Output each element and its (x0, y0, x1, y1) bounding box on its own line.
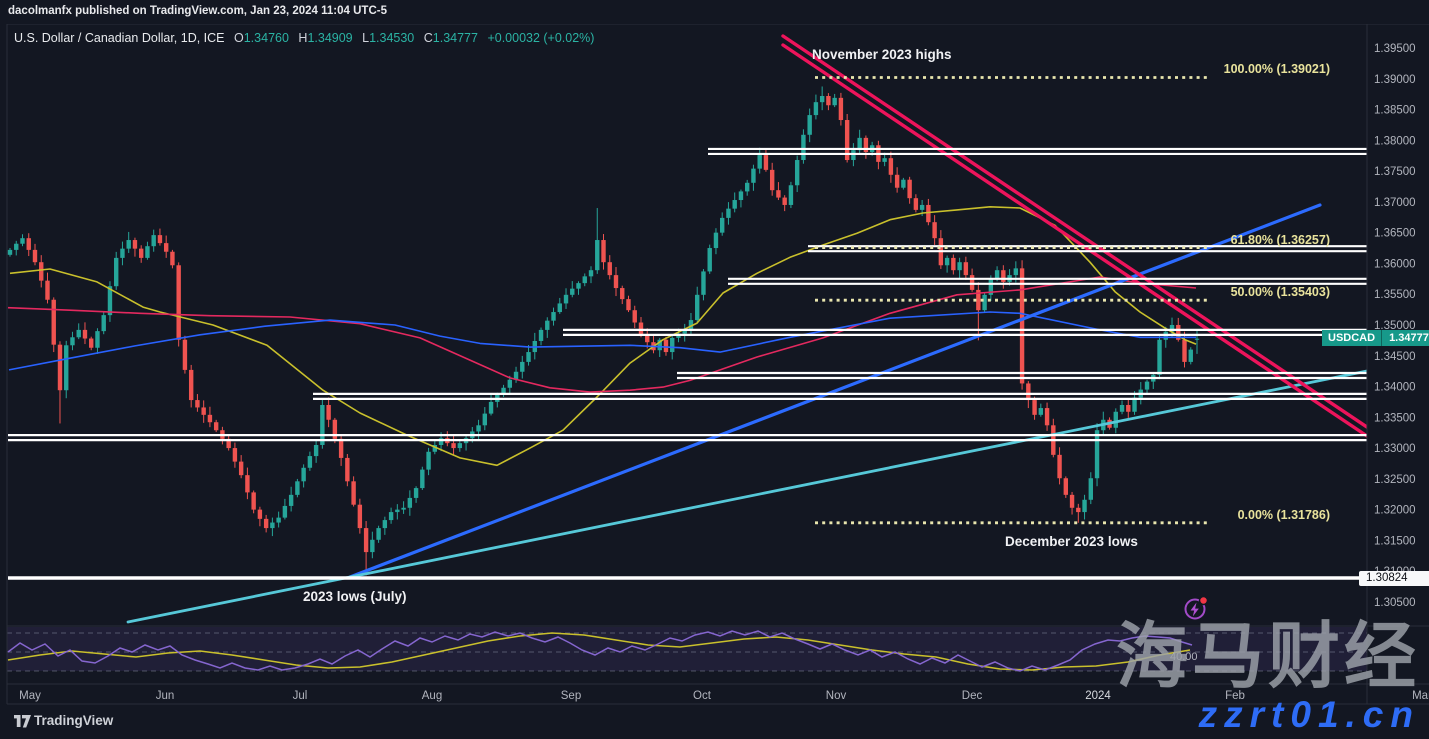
fib-retracement-layer[interactable] (815, 76, 1210, 525)
price-tick-label: 1.32500 (1374, 474, 1416, 486)
symbol-title[interactable]: U.S. Dollar / Canadian Dollar, 1D, ICE (14, 31, 225, 45)
price-tick-label: 1.39500 (1374, 43, 1416, 55)
notification-dot-icon (1198, 595, 1209, 606)
tradingview-logo-icon[interactable] (14, 714, 31, 729)
price-tick-label: 1.38000 (1374, 135, 1416, 147)
last-price-value: 1.34777 (1381, 330, 1429, 346)
trendlines-layer[interactable] (126, 34, 1367, 624)
time-tick-label: Nov (826, 690, 847, 702)
time-tick-label: Jul (293, 690, 308, 702)
last-price-label: USDCAD 1.34777 (1322, 330, 1429, 346)
time-tick-label: 2024 (1085, 690, 1111, 702)
time-tick-label: Feb (1225, 690, 1245, 702)
rising-support-cyan (126, 369, 1367, 624)
time-tick-label: Mar (1412, 690, 1429, 702)
tradingview-logo-text[interactable]: TradingView (34, 713, 114, 728)
falling-channel-upper (781, 34, 1367, 429)
price-tick-label: 1.34000 (1374, 382, 1416, 394)
close-label: C (423, 31, 433, 45)
high-label: H (298, 31, 308, 45)
last-price-symbol-tag: USDCAD (1322, 330, 1382, 346)
text-annotation: December 2023 lows (1005, 534, 1138, 549)
price-tick-label: 1.30500 (1374, 597, 1416, 609)
price-tick-label: 1.31500 (1374, 535, 1416, 547)
change-value: +0.00032 (+0.02%) (487, 31, 595, 45)
price-tick-label: 1.37500 (1374, 166, 1416, 178)
time-tick-label: Aug (422, 690, 442, 702)
levels-layer[interactable] (8, 147, 1367, 580)
price-tick-label: 1.36000 (1374, 258, 1416, 270)
chart-canvas[interactable]: 1.39500 1.39000 1.38500 1.38000 1.37500 1.370… (0, 0, 1429, 705)
publish-info-text: dacolmanfx published on TradingView.com,… (8, 5, 387, 17)
symbol-header: U.S. Dollar / Canadian Dollar, 1D, ICE O… (14, 31, 594, 45)
publish-info-bar: dacolmanfx published on TradingView.com,… (0, 0, 1429, 24)
oscillator-yellow-line (7, 632, 1191, 671)
price-tick-label: 1.37000 (1374, 197, 1416, 209)
price-tick-label: 1.32000 (1374, 505, 1416, 517)
oscillator-value-label: 40.00 (1170, 651, 1198, 663)
footer-bar: TradingView (0, 705, 1429, 739)
ma-pink (7, 276, 1197, 393)
fib-label-61.8: 61.80% (1.36257) (1230, 232, 1330, 247)
price-tick-label: 1.38500 (1374, 105, 1416, 117)
price-tick-label: 1.33000 (1374, 443, 1416, 455)
time-tick-label: Jun (156, 690, 175, 702)
ma-blue (8, 311, 1196, 371)
fib-label-100: 100.00% (1.39021) (1223, 62, 1330, 77)
frame-borders (6, 23, 1429, 705)
text-annotation: 2023 lows (July) (303, 589, 407, 604)
watermark-url: zzrt01.cn (1198, 694, 1420, 735)
fib-label-50: 50.00% (1.35403) (1230, 285, 1330, 300)
oscillator-pane[interactable] (7, 627, 1367, 672)
open-value: 1.34760 (243, 31, 289, 45)
close-value: 1.34777 (432, 31, 478, 45)
rising-support-blue (348, 203, 1322, 579)
text-annotation: November 2023 highs (812, 47, 952, 62)
ma-yellow (9, 206, 1197, 467)
price-tick-label: 1.36500 (1374, 228, 1416, 240)
low-value: 1.34530 (369, 31, 415, 45)
price-tick-label: 1.35500 (1374, 289, 1416, 301)
level-price-label: 1.30824 (1359, 571, 1429, 586)
time-axis[interactable]: May Jun Jul Aug Sep Oct Nov Dec 2024 Feb Mar (19, 690, 1429, 702)
high-value: 1.34909 (307, 31, 353, 45)
publish-lightning-button[interactable] (1180, 593, 1212, 625)
price-tick-label: 1.34500 (1374, 351, 1416, 363)
price-tick-label: 1.35000 (1374, 320, 1416, 332)
fib-label-0: 0.00% (1.31786) (1237, 507, 1330, 522)
lightning-circle-icon (1184, 598, 1206, 620)
price-tick-label: 1.33500 (1374, 412, 1416, 424)
price-axis[interactable]: 1.39500 1.39000 1.38500 1.38000 1.37500 1.370… (1374, 43, 1416, 609)
oscillator-purple-line (7, 630, 1193, 672)
open-label: O (234, 31, 244, 45)
time-tick-label: Sep (561, 690, 581, 702)
lightning-bolt-icon (1190, 602, 1199, 617)
time-tick-label: Dec (962, 690, 983, 702)
moving-averages-layer (7, 206, 1197, 467)
falling-channel-lower (781, 43, 1367, 438)
time-tick-label: Oct (693, 690, 712, 702)
watermark-cjk: 海马财经 (1115, 617, 1420, 697)
price-tick-label: 1.39000 (1374, 74, 1416, 86)
low-label: L (362, 31, 370, 45)
time-tick-label: May (19, 690, 41, 702)
